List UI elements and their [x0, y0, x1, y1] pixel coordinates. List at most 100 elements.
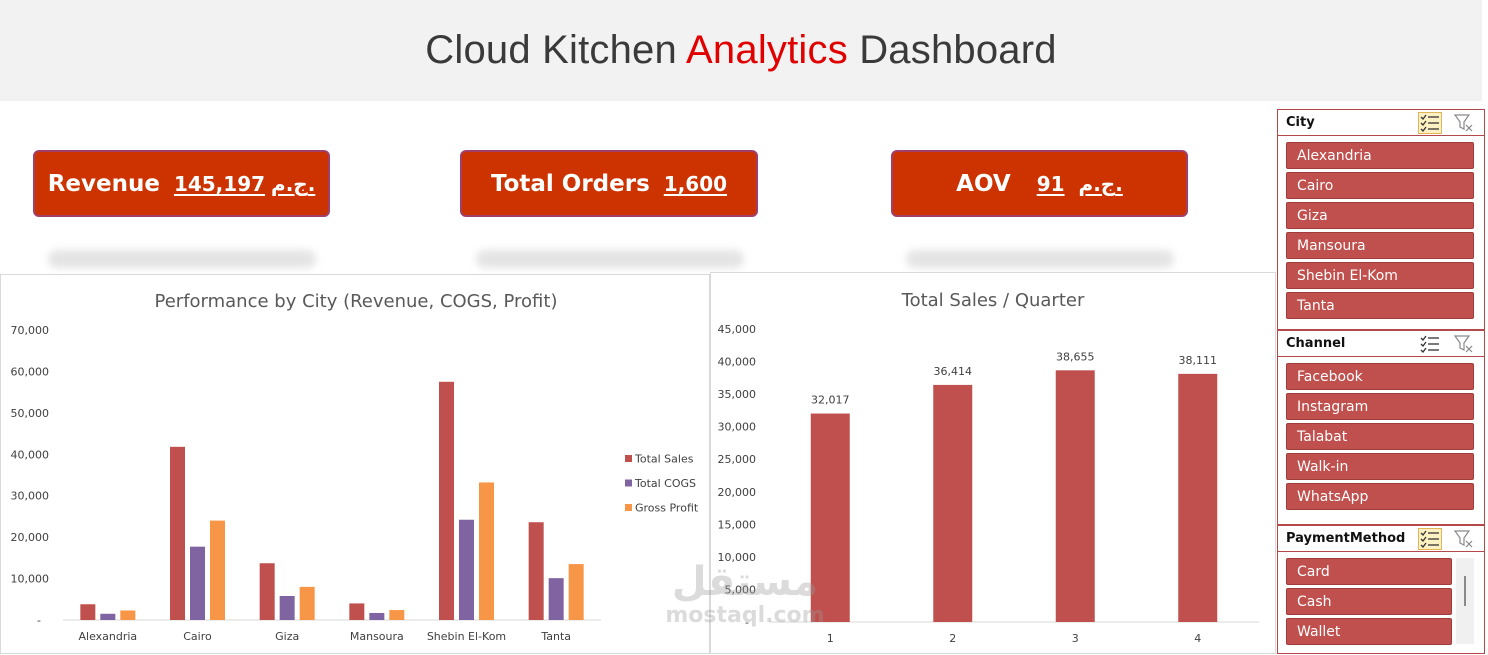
- slicer-item[interactable]: Mansoura: [1286, 232, 1474, 259]
- legend-entry: Gross Profit: [635, 502, 699, 515]
- slicer-title: PaymentMethod: [1286, 531, 1406, 546]
- multi-select-icon[interactable]: [1418, 333, 1442, 355]
- slicer-title: City: [1286, 115, 1315, 130]
- slicer-item[interactable]: Facebook: [1286, 363, 1474, 390]
- bar-quarter-sales[interactable]: [1178, 373, 1218, 622]
- bar-total-cogs[interactable]: [459, 519, 474, 620]
- data-label: 36,414: [934, 365, 973, 378]
- bar-gross-profit[interactable]: [120, 610, 136, 620]
- bar-total-cogs[interactable]: [190, 546, 205, 620]
- kpi-revenue-currency: ج.م.: [271, 171, 316, 196]
- bar-gross-profit[interactable]: [568, 564, 584, 620]
- y-tick-label: 30,000: [718, 421, 757, 434]
- x-category-label: Alexandria: [78, 630, 137, 643]
- slicer-items: Alexandria Cairo Giza Mansoura Shebin El-Kom…: [1278, 136, 1484, 326]
- scroll-thumb[interactable]: [1464, 576, 1466, 606]
- slicer-item[interactable]: WhatsApp: [1286, 483, 1474, 510]
- legend-entry: Total Sales: [634, 453, 694, 466]
- data-label: 38,655: [1056, 350, 1095, 363]
- multi-select-icon[interactable]: [1418, 527, 1442, 550]
- bar-total-cogs[interactable]: [548, 578, 564, 620]
- bar-gross-profit[interactable]: [389, 610, 405, 620]
- bar-gross-profit[interactable]: [479, 482, 494, 620]
- city-chart-title: Performance by City (Revenue, COGS, Prof…: [155, 291, 558, 312]
- slicer-item[interactable]: Alexandria: [1286, 142, 1474, 169]
- x-category-label: Cairo: [183, 630, 212, 643]
- clear-filter-icon[interactable]: [1452, 528, 1476, 550]
- legend-entry: Total COGS: [634, 477, 696, 490]
- kpi-shadow: [476, 250, 744, 268]
- y-tick-label: 70,000: [11, 324, 50, 337]
- multi-select-icon[interactable]: [1418, 111, 1442, 134]
- bar-total-cogs[interactable]: [100, 613, 116, 620]
- bar-total-sales[interactable]: [170, 446, 185, 620]
- bar-gross-profit[interactable]: [299, 586, 315, 620]
- title-part-1: Cloud Kitchen: [425, 28, 687, 72]
- kpi-revenue-label: Revenue: [47, 170, 160, 197]
- kpi-revenue: Revenue 145,197 ج.م.: [33, 150, 330, 217]
- y-tick-label: 35,000: [718, 388, 757, 401]
- slicer-header: PaymentMethod: [1278, 526, 1484, 552]
- bar-quarter-sales[interactable]: [810, 413, 850, 622]
- slicer-item[interactable]: Tanta: [1286, 292, 1474, 319]
- y-tick-label: 20,000: [11, 531, 50, 544]
- kpi-aov: AOV 91 ج.م.: [891, 150, 1188, 217]
- y-tick-label: -: [37, 614, 41, 627]
- y-tick-label: 40,000: [718, 356, 757, 369]
- kpi-orders-value: 1,600: [663, 171, 728, 196]
- bar-total-sales[interactable]: [80, 604, 96, 620]
- bar-quarter-sales[interactable]: [1055, 370, 1095, 622]
- title-part-2: Dashboard: [847, 28, 1057, 72]
- x-category-label: Tanta: [540, 630, 571, 643]
- city-performance-chart[interactable]: Performance by City (Revenue, COGS, Prof…: [0, 274, 710, 654]
- bar-total-sales[interactable]: [439, 381, 454, 620]
- bar-total-cogs[interactable]: [369, 612, 385, 620]
- bar-total-sales[interactable]: [528, 522, 544, 620]
- quarter-sales-chart[interactable]: Total Sales / Quarter - 5,000 10,000 15,000…: [710, 272, 1276, 654]
- slicer-item[interactable]: Instagram: [1286, 393, 1474, 420]
- kpi-aov-currency: ج.م.: [1078, 171, 1123, 196]
- bar-total-sales[interactable]: [349, 603, 365, 620]
- slicer-item[interactable]: Shebin El-Kom: [1286, 262, 1474, 289]
- y-tick-label: 10,000: [718, 551, 757, 564]
- kpi-aov-label: AOV: [956, 170, 1011, 197]
- bar-gross-profit[interactable]: [210, 520, 225, 620]
- y-tick-label: 10,000: [11, 573, 50, 586]
- slicer-header: Channel: [1278, 331, 1484, 357]
- bar-total-sales[interactable]: [259, 563, 275, 620]
- city-performance-svg: Performance by City (Revenue, COGS, Prof…: [11, 291, 699, 643]
- dashboard-header: Cloud Kitchen Analytics Dashboard: [0, 0, 1482, 101]
- kpi-revenue-value: 145,197: [173, 171, 266, 196]
- y-tick-label: 25,000: [718, 453, 757, 466]
- x-category-label: Mansoura: [350, 630, 404, 643]
- title-accent: Analytics: [686, 28, 848, 72]
- slicer-title: Channel: [1286, 336, 1346, 351]
- slicer-city: City Alexandria Cairo Giza Mansoura Shebin El…: [1277, 109, 1485, 330]
- slicer-item[interactable]: Card: [1286, 558, 1452, 585]
- clear-filter-icon[interactable]: [1452, 112, 1476, 134]
- y-tick-label: 30,000: [11, 490, 50, 503]
- clear-filter-icon[interactable]: [1452, 333, 1476, 355]
- slicer-item[interactable]: Wallet: [1286, 618, 1452, 645]
- slicer-items: Card Cash Wallet: [1278, 552, 1484, 652]
- y-tick-label: 50,000: [11, 407, 50, 420]
- slicer-item[interactable]: Talabat: [1286, 423, 1474, 450]
- slicer-header: City: [1278, 110, 1484, 136]
- slicer-channel: Channel Facebook Instagram Talabat Walk-in Wh…: [1277, 330, 1485, 525]
- legend-swatch: [625, 455, 632, 462]
- quarter-sales-svg: Total Sales / Quarter - 5,000 10,000 15,000…: [718, 290, 1259, 645]
- x-category-label: 1: [827, 632, 834, 645]
- slicer-item[interactable]: Walk-in: [1286, 453, 1474, 480]
- data-label: 32,017: [811, 394, 850, 407]
- slicer-item[interactable]: Cairo: [1286, 172, 1474, 199]
- data-label: 38,111: [1179, 354, 1218, 367]
- slicer-item[interactable]: Cash: [1286, 588, 1452, 615]
- kpi-total-orders: Total Orders 1,600: [460, 150, 758, 217]
- x-category-label: Giza: [275, 630, 299, 643]
- x-category-label: Shebin El-Kom: [427, 630, 506, 643]
- bar-quarter-sales[interactable]: [933, 384, 973, 622]
- slicer-scrollbar[interactable]: [1456, 558, 1474, 644]
- bar-total-cogs[interactable]: [279, 595, 295, 620]
- slicer-item[interactable]: Giza: [1286, 202, 1474, 229]
- kpi-orders-label: Total Orders: [490, 170, 650, 197]
